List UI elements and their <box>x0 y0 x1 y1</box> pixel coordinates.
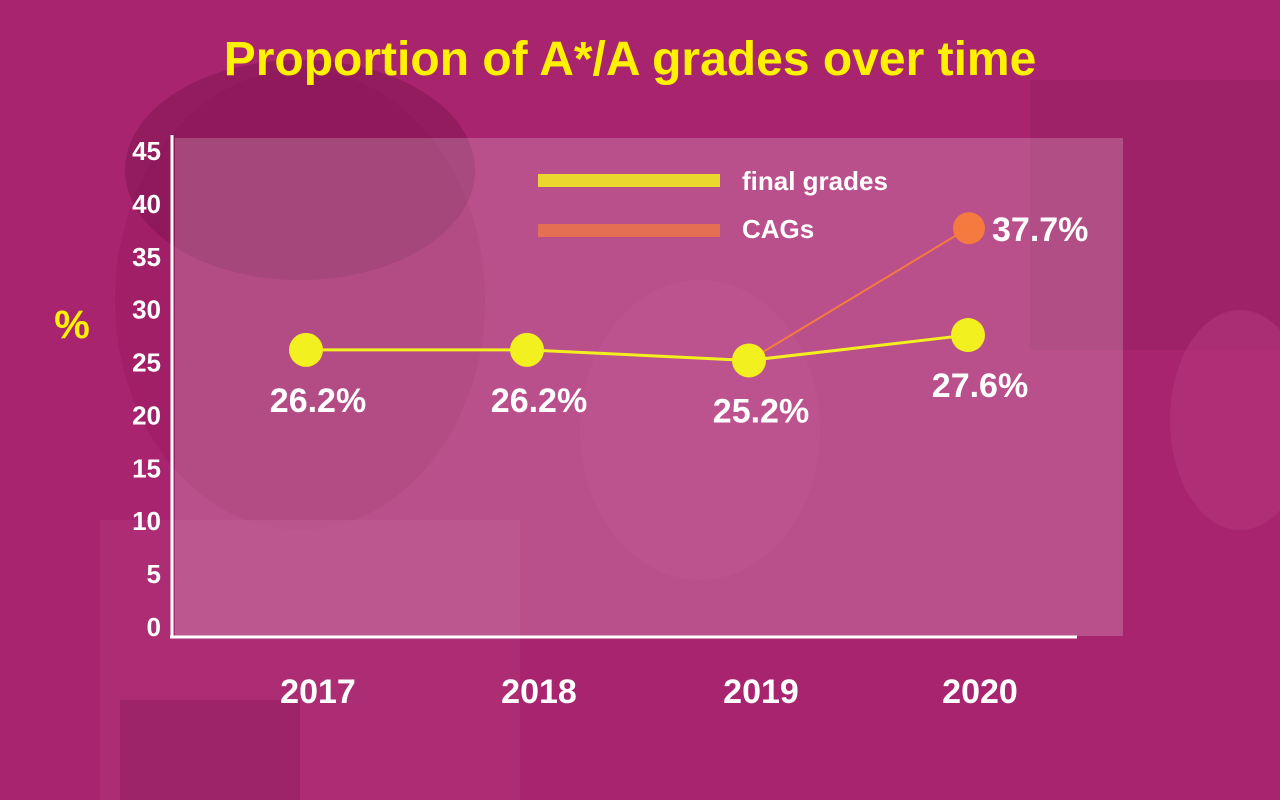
final-grades-data-label: 26.2% <box>270 382 366 420</box>
y-tick-label: 45 <box>132 136 161 166</box>
x-tick-label: 2020 <box>942 673 1018 711</box>
x-tick-label: 2018 <box>501 673 577 711</box>
y-tick-label: 20 <box>132 400 161 430</box>
legend-swatch-final-grades <box>538 174 720 187</box>
y-tick-label: 25 <box>132 348 161 378</box>
x-tick-label: 2017 <box>280 673 356 711</box>
final-grades-data-label: 25.2% <box>713 392 809 430</box>
final-grades-point <box>289 332 323 367</box>
final-grades-point <box>510 332 544 367</box>
cags-data-label: 37.7% <box>992 211 1088 249</box>
cags-point <box>953 212 985 245</box>
y-tick-label: 0 <box>147 612 161 642</box>
final-grades-data-label: 27.6% <box>932 367 1028 405</box>
y-tick-label: 40 <box>132 189 161 219</box>
final-grades-point <box>951 318 985 353</box>
legend-label-cags: CAGs <box>742 214 814 244</box>
y-tick-label: 30 <box>132 295 161 325</box>
y-axis-unit-label: % <box>54 303 90 347</box>
x-tick-label: 2019 <box>723 673 799 711</box>
final-grades-series-line <box>306 333 969 362</box>
y-tick-label: 5 <box>147 559 161 589</box>
y-tick-label: 15 <box>132 453 161 483</box>
legend: final grades CAGs <box>538 166 888 244</box>
y-tick-label: 35 <box>132 242 161 272</box>
legend-swatch-cags <box>538 224 720 237</box>
chart-title: Proportion of A*/A grades over time <box>224 33 1037 86</box>
y-tick-label: 10 <box>132 506 161 536</box>
final-grades-data-label: 26.2% <box>491 382 587 420</box>
legend-label-final-grades: final grades <box>742 166 888 196</box>
final-grades-point <box>732 343 766 378</box>
cags-series-line <box>748 227 969 362</box>
